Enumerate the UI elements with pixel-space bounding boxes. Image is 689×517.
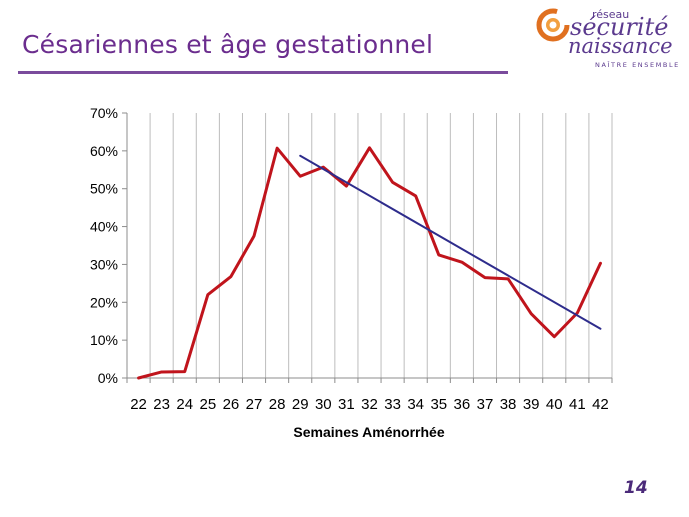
cesarean-rate-series-line [137, 146, 602, 380]
y-tick-label: 20% [90, 294, 118, 310]
x-tick-label: 23 [153, 396, 170, 413]
x-tick-label: 30 [315, 396, 332, 413]
x-tick-label: 28 [269, 396, 286, 413]
page-number: 14 [624, 478, 648, 498]
sun-swirl-icon [536, 8, 570, 42]
trend-line [299, 154, 602, 330]
x-tick-label: 31 [338, 396, 355, 413]
y-tick-label: 30% [90, 256, 118, 272]
reseau-securite-naissance-logo: réseau sécurité naissance NAÎTRE ENSEMBL… [532, 2, 682, 72]
x-tick-label: 33 [384, 396, 401, 413]
x-tick-label: 25 [199, 396, 216, 413]
x-tick-label: 34 [407, 396, 424, 413]
y-tick-label: 0% [98, 370, 118, 386]
x-tick-label: 35 [430, 396, 447, 413]
x-tick-label: 26 [223, 396, 240, 413]
logo-tagline: NAÎTRE ENSEMBLE [595, 61, 680, 69]
slide-title: Césariennes et âge gestationnel [22, 30, 434, 59]
y-tick-label: 10% [90, 332, 118, 348]
x-tick-label: 42 [592, 396, 609, 413]
x-tick-label: 22 [130, 396, 147, 413]
x-tick-label: 29 [292, 396, 309, 413]
x-axis-ticks: 22 23 24 25 26 27 28 29 30 31 32 33 34 35 36 37 38 39 40 41… [126, 378, 613, 413]
logo-naissance-text: naissance [568, 34, 673, 58]
x-tick-label: 24 [176, 396, 193, 413]
title-underline [18, 71, 508, 74]
x-tick-label: 37 [477, 396, 494, 413]
y-tick-label: 60% [90, 143, 118, 159]
logo-securite-text: sécurité [570, 13, 669, 41]
vertical-gridlines [149, 113, 613, 378]
x-tick-label: 39 [523, 396, 540, 413]
y-tick-label: 70% [90, 105, 118, 121]
x-tick-label: 41 [569, 396, 586, 413]
logo-reseau-text: réseau [592, 8, 630, 21]
x-tick-label: 27 [246, 396, 263, 413]
x-axis-title: Semaines Aménorrhée [293, 424, 444, 440]
y-tick-label: 50% [90, 181, 118, 197]
x-tick-label: 38 [500, 396, 517, 413]
x-tick-label: 32 [361, 396, 378, 413]
chart-series [137, 146, 602, 380]
chart-axes [126, 113, 612, 379]
x-tick-label: 40 [546, 396, 563, 413]
y-tick-label: 40% [90, 219, 118, 235]
y-axis-ticks: 0% 10% 20% 30% 40% 50% 60% 70% [90, 105, 127, 386]
x-tick-label: 36 [454, 396, 471, 413]
